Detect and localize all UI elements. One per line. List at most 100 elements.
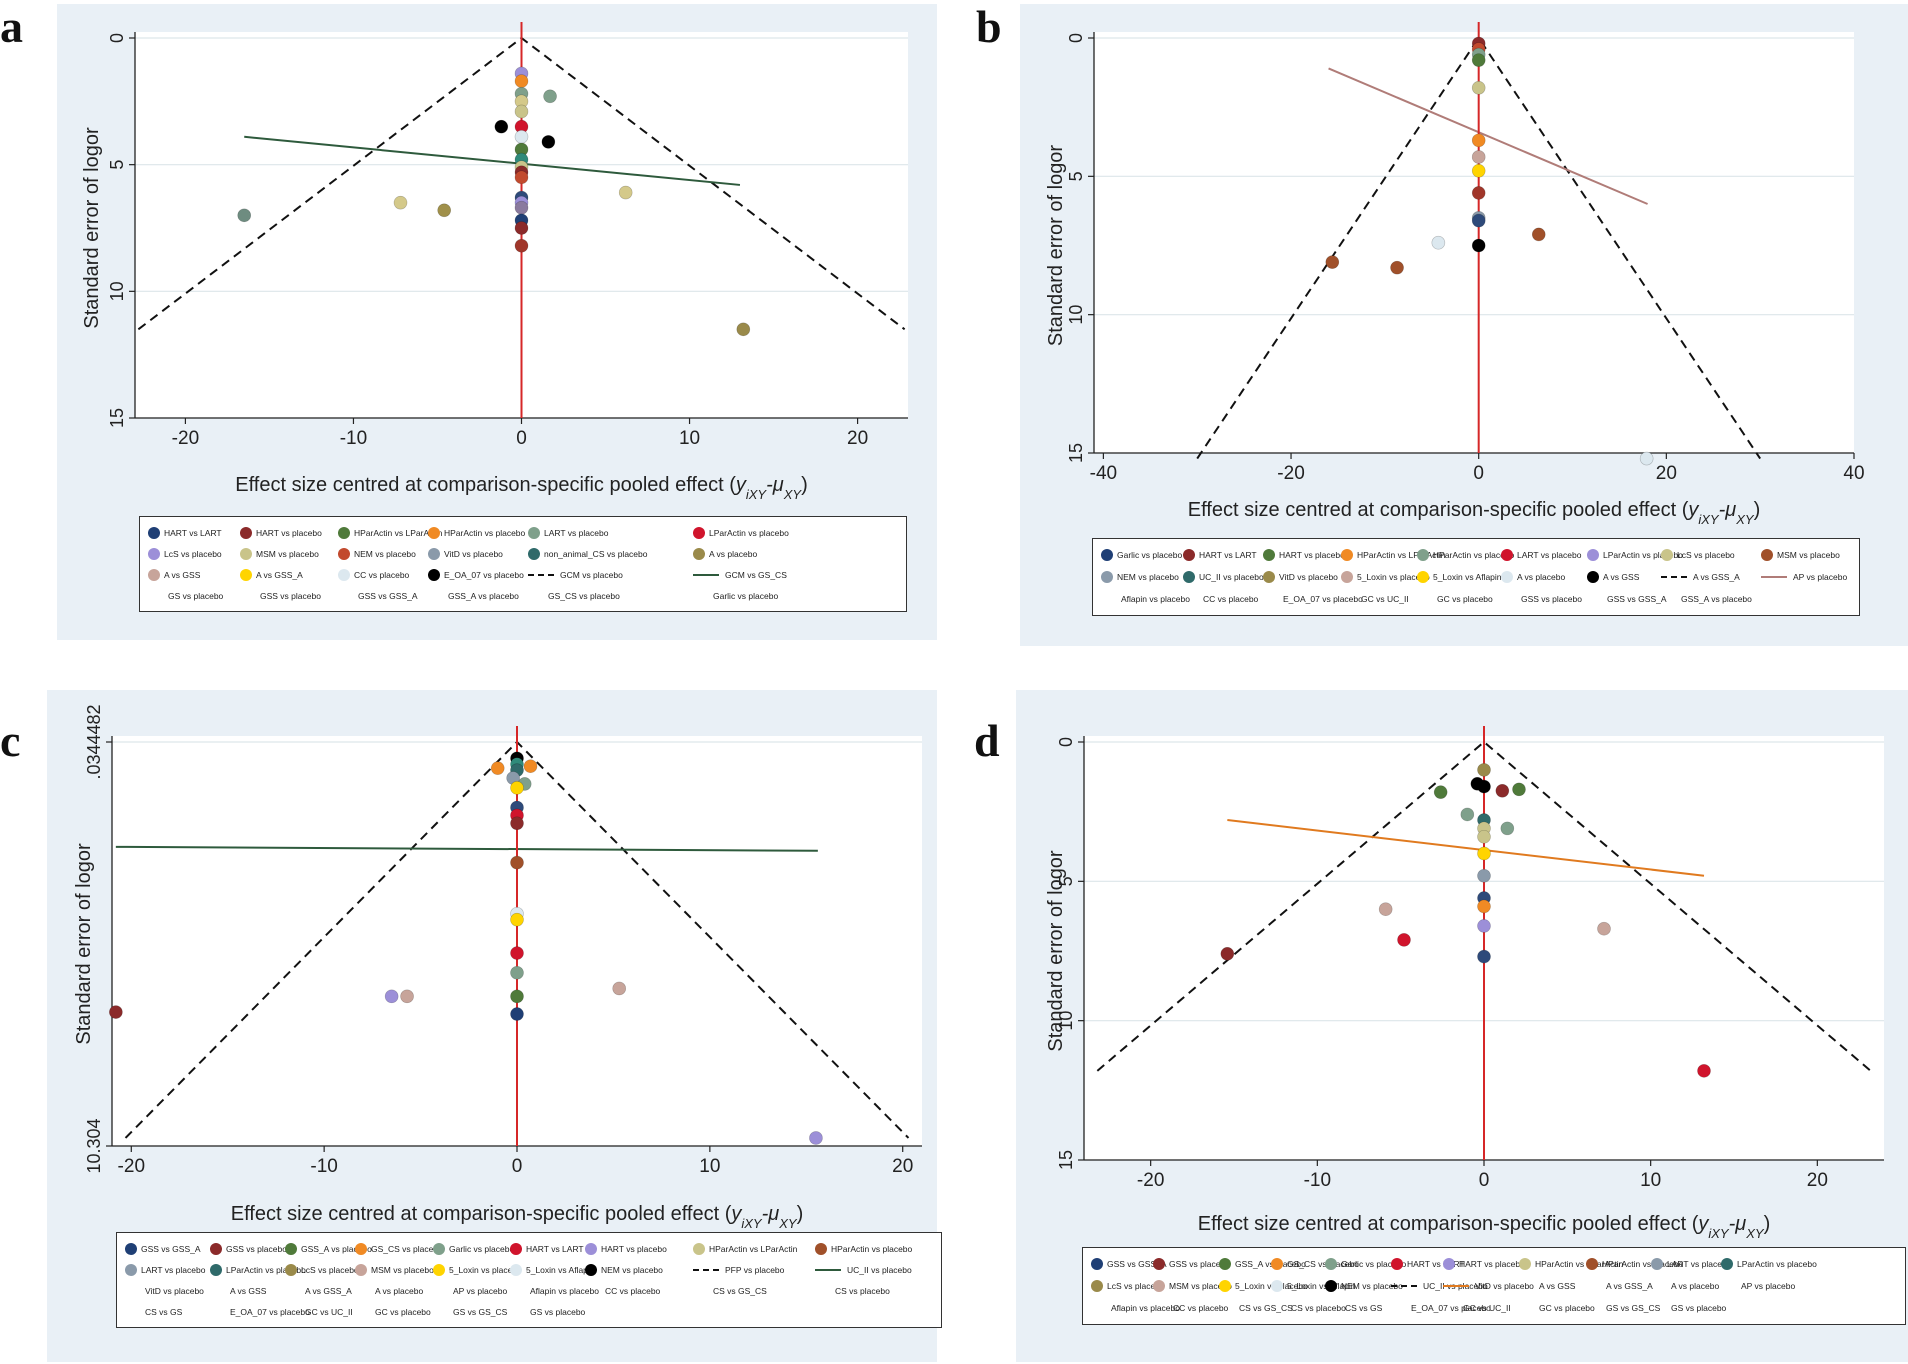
legend-label: HART vs LART — [1407, 1259, 1465, 1269]
legend-label: HParActin vs placebo — [1433, 550, 1515, 560]
legend-marker-icon — [428, 526, 440, 539]
legend-entry: A vs placebo — [355, 1281, 423, 1300]
legend-marker-icon — [693, 526, 705, 539]
legend-entry: LART vs placebo — [528, 523, 608, 542]
legend-entry: Aflapin vs placebo — [1091, 1298, 1180, 1318]
legend-label: HParActin vs placebo — [1602, 1259, 1684, 1269]
funnel-lines — [1196, 36, 1762, 460]
legend-entry: A vs GSS — [148, 565, 200, 584]
legend-marker-icon — [1271, 1258, 1283, 1270]
legend-entry: A vs placebo — [1501, 567, 1565, 587]
x-tick-label: 20 — [1807, 1170, 1828, 1191]
legend-label: MSM vs placebo — [1777, 550, 1840, 560]
legend-marker-icon — [1341, 571, 1353, 583]
legend-label: GS vs placebo — [530, 1306, 586, 1317]
data-point — [237, 208, 252, 223]
legend-label: HART vs placebo — [256, 527, 322, 538]
legend-entry: A vs GSS — [1587, 567, 1639, 587]
data-point — [437, 203, 452, 218]
legend-b: Garlic vs placebo HART vs LART HART vs pla… — [1092, 538, 1860, 616]
x-tick-label: -20 — [1277, 463, 1304, 484]
legend-entry: HART vs LART — [148, 523, 222, 542]
legend-label: PFP vs placebo — [725, 1264, 785, 1275]
legend-marker-icon — [1501, 549, 1513, 561]
x-tick-label: -10 — [340, 428, 367, 449]
y-tick-label: 10 — [1056, 1011, 1076, 1031]
legend-entry: Aflapin vs placebo — [510, 1281, 599, 1300]
legend-marker-icon — [1153, 1258, 1165, 1270]
legend-entry: VitD vs placebo — [125, 1281, 204, 1300]
legend-label: HParActin vs placebo — [831, 1243, 913, 1254]
funnel-plot-d: 0 5 10 15 -20 -10 0 10 20 Effect size centred at … — [1045, 726, 1884, 1241]
legend-entry: CS vs GS_CS — [1219, 1298, 1293, 1318]
data-point — [1477, 949, 1491, 964]
data-point — [1477, 868, 1491, 883]
legend-label: Garlic vs placebo — [1117, 550, 1183, 560]
data-point — [1471, 150, 1486, 164]
x-axis-label: Effect size centred at comparison-specif… — [1188, 499, 1761, 527]
legend-entry: GSS_A vs placebo — [285, 1239, 372, 1258]
legend-entry: GSS vs GSS_A — [338, 586, 418, 605]
legend-entry: MSM vs placebo — [1761, 545, 1840, 565]
legend-label: MSM vs placebo — [371, 1264, 434, 1275]
data-point — [618, 185, 633, 200]
legend-entry: HParActin vs LParActin — [1519, 1254, 1623, 1274]
legend-label: MSM vs placebo — [1169, 1281, 1232, 1291]
legend-label: LART vs placebo — [1667, 1259, 1732, 1269]
legend-label: AP vs placebo — [1741, 1281, 1796, 1291]
legend-entry: CS vs placebo — [1271, 1298, 1346, 1318]
legend-entry: GSS vs placebo — [210, 1239, 287, 1258]
legend-label: Aflapin vs placebo — [1121, 594, 1190, 604]
legend-marker-icon — [1325, 1258, 1337, 1270]
legend-label: VitD vs placebo — [444, 548, 503, 559]
x-tick-label: -10 — [310, 1156, 337, 1177]
legend-marker-icon — [1417, 549, 1429, 561]
legend-label: GC vs placebo — [1437, 594, 1493, 604]
legend-entry: LART vs placebo — [1651, 1254, 1731, 1274]
legend-label: CC vs placebo — [354, 569, 410, 580]
data-point — [393, 195, 408, 210]
legend-label: UC_II vs placebo — [1199, 572, 1264, 582]
funnel-plot-c: .0344482 10.304 -20 -10 0 10 20 Effect size cen… — [73, 704, 922, 1231]
legend-label: Aflapin vs placebo — [1111, 1303, 1180, 1313]
legend-entry: GCM vs placebo — [528, 565, 623, 584]
x-tick-label: 40 — [1843, 463, 1864, 484]
legend-label: HParActin vs LParActin — [709, 1243, 798, 1254]
legend-entry: GC vs UC_II — [1341, 589, 1409, 609]
legend-dash-icon — [1391, 1285, 1417, 1287]
panel-a-letter: a — [0, 1, 23, 52]
legend-entry: HParActin vs placebo — [815, 1239, 912, 1258]
data-point — [510, 946, 524, 960]
legend-marker-icon — [428, 547, 440, 560]
legend-label: GC vs placebo — [375, 1306, 431, 1317]
legend-label: MSM vs placebo — [256, 548, 319, 559]
x-tick-label: 0 — [516, 428, 527, 449]
y-tick-label: .0344482 — [84, 704, 104, 779]
data-point — [1697, 1064, 1711, 1078]
legend-entry: LART vs placebo — [1501, 545, 1581, 565]
panel-c-letter: c — [0, 715, 21, 766]
legend-label: GSS vs GSS_A — [358, 590, 418, 601]
data-point — [510, 816, 524, 831]
regression-line — [1328, 67, 1648, 205]
legend-label: CS vs placebo — [1291, 1303, 1346, 1313]
legend-label: GSS vs GSS_A — [1107, 1259, 1167, 1269]
legend-label: E_OA_07 vs placebo — [444, 569, 524, 580]
legend-entry: MSM vs placebo — [355, 1260, 434, 1279]
legend-label: A vs placebo — [1517, 572, 1566, 582]
legend-label: HParActin vs LParActin — [1535, 1259, 1624, 1269]
legend-entry: GS_CS vs placebo — [1271, 1254, 1359, 1274]
data-point — [510, 965, 524, 980]
data-point — [809, 1131, 823, 1145]
y-tick-label: 10 — [1066, 305, 1086, 325]
legend-entry: GS_CS vs placebo — [528, 586, 620, 605]
legend-label: GS vs GS_CS — [1606, 1303, 1661, 1313]
legend-label: GSS vs GSS_A — [141, 1243, 201, 1254]
legend-label: CS vs placebo — [835, 1285, 890, 1296]
legend-label: CC vs placebo — [1173, 1303, 1229, 1313]
legend-label: CS vs GS_CS — [713, 1285, 767, 1296]
legend-entry: A vs GSS_A — [240, 565, 303, 584]
legend-entry: GCM vs GS_CS — [693, 565, 787, 584]
legend-label: NEM vs placebo — [1117, 572, 1179, 582]
legend-marker-icon — [585, 1263, 597, 1276]
